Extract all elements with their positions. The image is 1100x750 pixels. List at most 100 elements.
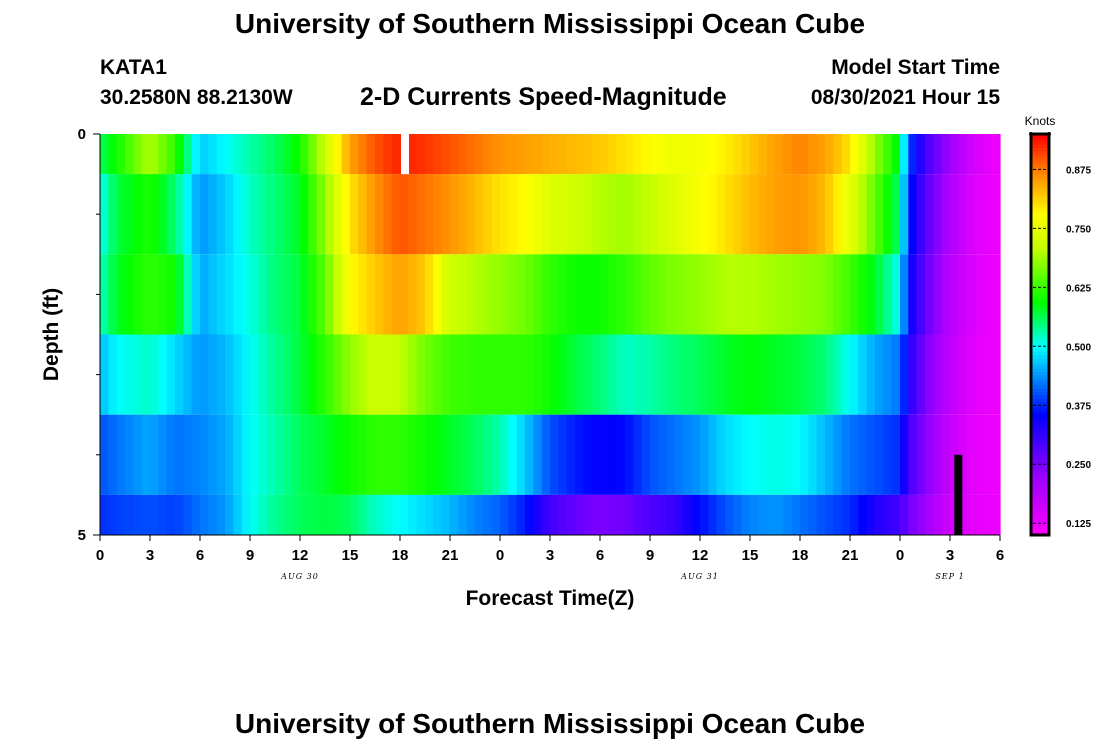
colorbar-segment — [1031, 324, 1049, 329]
heatmap-cell — [866, 134, 876, 175]
heatmap-cell — [900, 254, 909, 335]
heatmap-cell — [525, 494, 534, 535]
colorbar-segment — [1031, 237, 1049, 242]
colorbar-corner-dot — [1029, 132, 1033, 136]
heatmap-cell — [658, 174, 668, 255]
heatmap-cell — [441, 254, 451, 335]
heatmap-cell — [666, 414, 676, 495]
heatmap-cell — [283, 254, 293, 335]
heatmap-cell — [466, 334, 476, 415]
heatmap-cell — [275, 494, 284, 535]
heatmap-cell — [308, 254, 318, 335]
heatmap-cell — [958, 334, 968, 415]
y-tick-label: 0 — [78, 126, 86, 143]
heatmap-cell — [491, 174, 501, 255]
heatmap-cell — [191, 174, 201, 255]
heatmap-cell — [183, 334, 193, 415]
heatmap-cell — [616, 174, 626, 255]
heatmap-cell — [850, 494, 859, 535]
heatmap-cell — [441, 134, 451, 175]
heatmap-cell — [975, 334, 984, 415]
x-tick-label: 6 — [596, 547, 604, 564]
heatmap-cell — [625, 494, 634, 535]
heatmap-cell — [775, 134, 784, 175]
colorbar-segment — [1031, 190, 1049, 195]
heatmap-cell — [375, 254, 384, 335]
heatmap-cell — [958, 174, 968, 255]
colorbar-segment — [1031, 357, 1049, 362]
heatmap-cell — [375, 494, 384, 535]
colorbar-segment — [1031, 250, 1049, 255]
heatmap-cell — [558, 174, 568, 255]
colorbar-segment — [1031, 468, 1049, 473]
heatmap-cell — [483, 414, 493, 495]
heatmap-cell — [108, 254, 118, 335]
heatmap-cell — [675, 174, 684, 255]
heatmap-cell — [341, 174, 351, 255]
heatmap-cell — [975, 174, 984, 255]
colorbar-segment — [1031, 371, 1049, 376]
heatmap-cell — [633, 254, 643, 335]
heatmap-cell — [433, 334, 443, 415]
heatmap-cell — [525, 134, 534, 175]
heatmap-cell — [216, 494, 226, 535]
heatmap-cell — [875, 174, 884, 255]
heatmap-cell — [516, 174, 526, 255]
heatmap-cell — [916, 334, 926, 415]
colorbar-segment — [1031, 154, 1049, 158]
heatmap-cell — [300, 134, 309, 175]
colorbar-segment — [1031, 321, 1049, 326]
heatmap-cell — [300, 334, 309, 415]
heatmap-cell — [166, 494, 176, 535]
heatmap-cell — [483, 494, 493, 535]
colorbar-segment — [1031, 240, 1049, 245]
heatmap-cell — [350, 414, 359, 495]
heatmap-cell — [308, 174, 318, 255]
colorbar-segment — [1031, 150, 1049, 155]
heatmap-cell — [641, 254, 651, 335]
heatmap-cell — [475, 254, 484, 335]
heatmap-cell — [275, 254, 284, 335]
heatmap-cell — [116, 414, 126, 495]
heatmap-cell — [233, 134, 243, 175]
heatmap-cell — [466, 494, 476, 535]
heatmap-cell — [650, 414, 659, 495]
heatmap-cell — [700, 334, 709, 415]
heatmap-cell — [208, 494, 218, 535]
x-tick-label: 18 — [792, 547, 809, 564]
heatmap-cell — [333, 334, 343, 415]
heatmap-cell — [158, 254, 168, 335]
heatmap-cell — [808, 334, 818, 415]
heatmap-cell — [966, 134, 976, 175]
heatmap-cell — [325, 134, 334, 175]
heatmap-cell — [658, 414, 668, 495]
chart-subtitle: 2-D Currents Speed-Magnitude — [360, 83, 727, 111]
heatmap-cell — [933, 254, 943, 335]
heatmap-cell — [808, 494, 818, 535]
heatmap-cell — [666, 134, 676, 175]
heatmap-cell — [216, 174, 226, 255]
heatmap-cell — [833, 414, 843, 495]
heatmap-cell — [341, 414, 351, 495]
colorbar-segment — [1031, 367, 1049, 372]
heatmap-cell — [125, 134, 134, 175]
heatmap-cell — [583, 334, 593, 415]
heatmap-cell — [450, 254, 459, 335]
heatmap-cell — [483, 134, 493, 175]
heatmap-cell — [158, 174, 168, 255]
station-coordinates: 30.2580N 88.2130W — [100, 86, 293, 109]
heatmap-cell — [300, 174, 309, 255]
x-tick-label: 21 — [442, 547, 459, 564]
heatmap-cell — [900, 494, 909, 535]
colorbar-segment — [1031, 387, 1049, 392]
heatmap-cell — [708, 134, 718, 175]
heatmap-cell — [675, 414, 684, 495]
heatmap-cell — [416, 414, 426, 495]
heatmap-cell — [308, 494, 318, 535]
heatmap-cell — [191, 334, 201, 415]
heatmap-cell — [466, 414, 476, 495]
heatmap-cell — [116, 494, 126, 535]
heatmap-cell — [150, 254, 159, 335]
heatmap-cell — [625, 134, 634, 175]
colorbar-segment — [1031, 200, 1049, 205]
